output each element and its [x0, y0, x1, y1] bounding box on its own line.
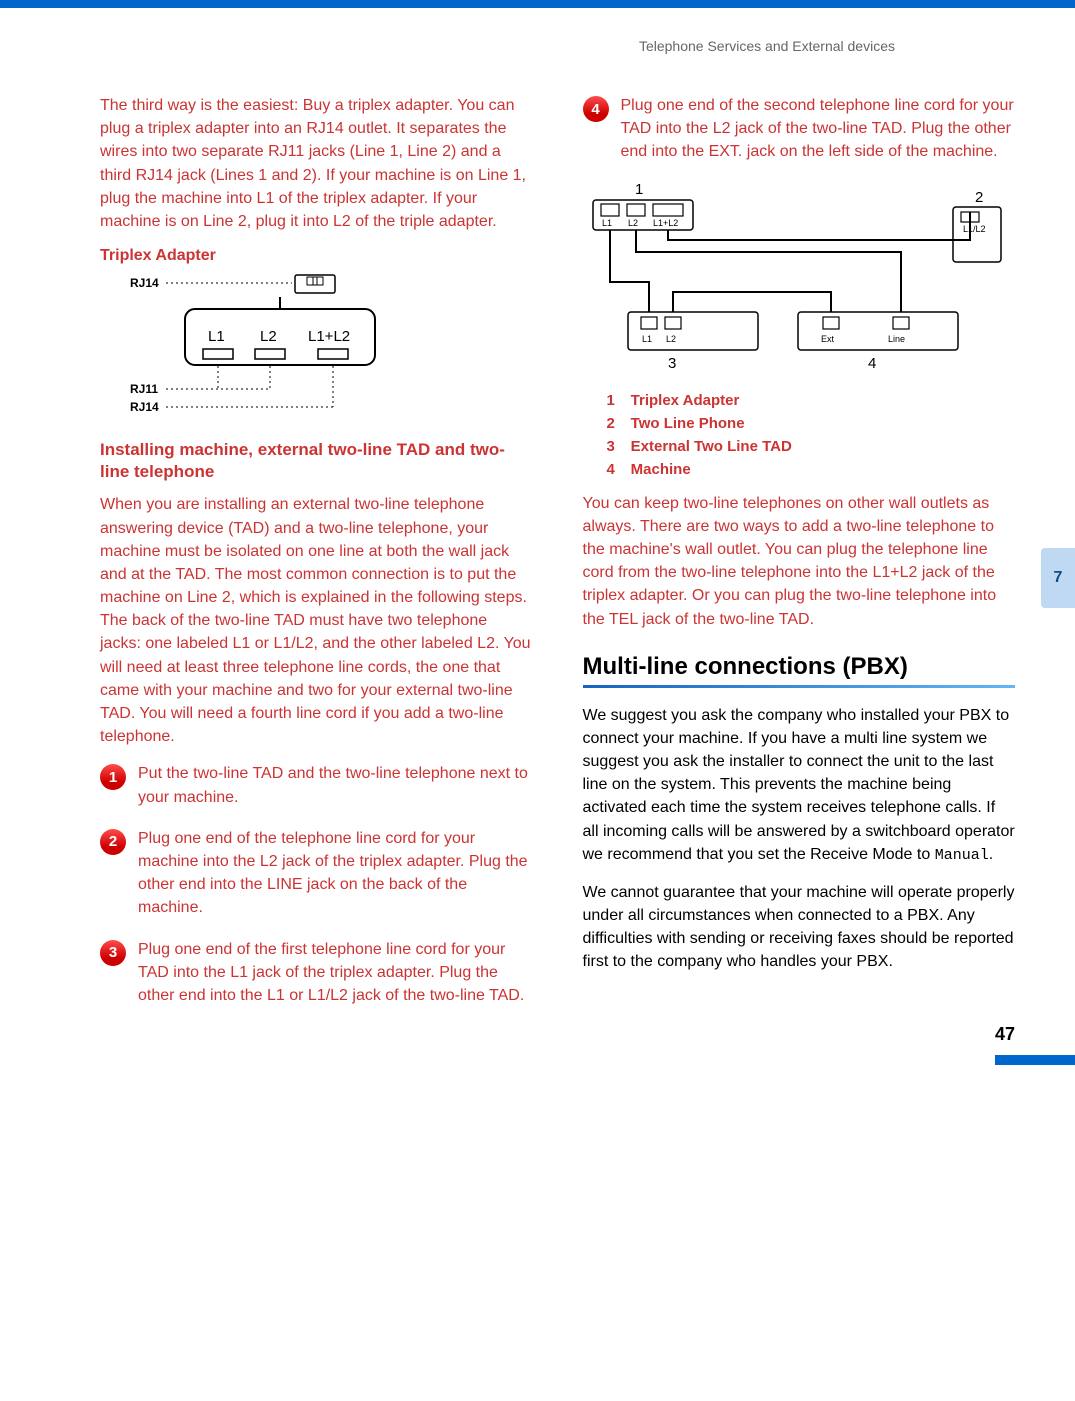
pbx-p1-mono: Manual — [935, 847, 989, 864]
svg-text:Ext: Ext — [821, 334, 835, 344]
intro-paragraph: The third way is the easiest: Buy a trip… — [100, 94, 533, 233]
svg-text:L1: L1 — [602, 218, 612, 228]
left-column: The third way is the easiest: Buy a trip… — [100, 94, 533, 1025]
step-bullet-4: 4 — [583, 96, 609, 122]
legend-num-2: 2 — [607, 415, 627, 432]
diagram-legend: 1 Triplex Adapter 2 Two Line Phone 3 Ext… — [607, 392, 1016, 478]
legend-label-1: Triplex Adapter — [631, 392, 740, 409]
running-header: Telephone Services and External devices — [100, 38, 1015, 54]
legend-num-3: 3 — [607, 438, 627, 455]
legend-row-2: 2 Two Line Phone — [607, 415, 1016, 432]
step-3: 3 Plug one end of the first telephone li… — [100, 938, 533, 1008]
step-1: 1 Put the two-line TAD and the two-line … — [100, 762, 533, 808]
installing-paragraph: When you are installing an external two-… — [100, 493, 533, 748]
step-text-2: Plug one end of the telephone line cord … — [138, 827, 533, 920]
legend-label-3: External Two Line TAD — [631, 438, 792, 455]
steps-list: 1 Put the two-line TAD and the two-line … — [100, 762, 533, 1007]
step-bullet-3: 3 — [100, 940, 126, 966]
svg-text:L2: L2 — [628, 218, 638, 228]
triplex-caption: Triplex Adapter — [100, 247, 533, 265]
step-text-1: Put the two-line TAD and the two-line te… — [138, 762, 533, 808]
top-accent-bar — [0, 0, 1075, 8]
step-text-3: Plug one end of the first telephone line… — [138, 938, 533, 1008]
svg-text:L1/L2: L1/L2 — [963, 224, 986, 234]
legend-row-3: 3 External Two Line TAD — [607, 438, 1016, 455]
legend-row-1: 1 Triplex Adapter — [607, 392, 1016, 409]
callout-4: 4 — [868, 355, 876, 372]
pbx-heading: Multi-line connections (PBX) — [583, 653, 1016, 681]
diagram-label-rj11: RJ11 — [130, 382, 158, 396]
svg-text:L1: L1 — [642, 334, 652, 344]
installing-subhead: Installing machine, external two-line TA… — [100, 439, 533, 483]
chapter-tab: 7 — [1041, 548, 1075, 608]
pbx-paragraph-1: We suggest you ask the company who insta… — [583, 704, 1016, 867]
diagram-label-l1l2: L1+L2 — [308, 328, 350, 345]
callout-1: 1 — [635, 182, 643, 198]
callout-3: 3 — [668, 355, 676, 372]
after-diagram-paragraph: You can keep two-line telephones on othe… — [583, 492, 1016, 631]
step-2: 2 Plug one end of the telephone line cor… — [100, 827, 533, 920]
pbx-paragraph-2: We cannot guarantee that your machine wi… — [583, 881, 1016, 974]
diagram-label-l2: L2 — [260, 328, 277, 345]
two-column-layout: The third way is the easiest: Buy a trip… — [100, 94, 1015, 1025]
triplex-adapter-diagram: RJ14 L1 L2 L1+L2 RJ11 — [100, 271, 533, 419]
step-bullet-1: 1 — [100, 764, 126, 790]
pbx-heading-rule — [583, 685, 1016, 688]
svg-text:L1+L2: L1+L2 — [653, 218, 678, 228]
callout-2: 2 — [975, 189, 983, 206]
legend-label-2: Two Line Phone — [631, 415, 745, 432]
page-number: 47 — [995, 1024, 1015, 1045]
step-4: 4 Plug one end of the second telephone l… — [583, 94, 1016, 164]
wiring-diagram: 1 2 3 4 L1 L2 L1+L2 L1/L2 — [583, 182, 1016, 372]
svg-text:L2: L2 — [666, 334, 676, 344]
pbx-p1-pre: We suggest you ask the company who insta… — [583, 707, 1015, 863]
diagram-label-l1: L1 — [208, 328, 225, 345]
legend-row-4: 4 Machine — [607, 461, 1016, 478]
footer-accent-bar — [995, 1055, 1075, 1065]
pbx-p1-post: . — [989, 846, 993, 863]
page-body: Telephone Services and External devices … — [0, 8, 1075, 1065]
legend-num-4: 4 — [607, 461, 627, 478]
step-text-4: Plug one end of the second telephone lin… — [621, 94, 1016, 164]
legend-num-1: 1 — [607, 392, 627, 409]
diagram-label-rj14-bottom: RJ14 — [130, 400, 159, 414]
step-bullet-2: 2 — [100, 829, 126, 855]
right-column: 4 Plug one end of the second telephone l… — [583, 94, 1016, 1025]
legend-label-4: Machine — [631, 461, 691, 478]
diagram-label-rj14-top: RJ14 — [130, 276, 159, 290]
svg-text:Line: Line — [888, 334, 905, 344]
